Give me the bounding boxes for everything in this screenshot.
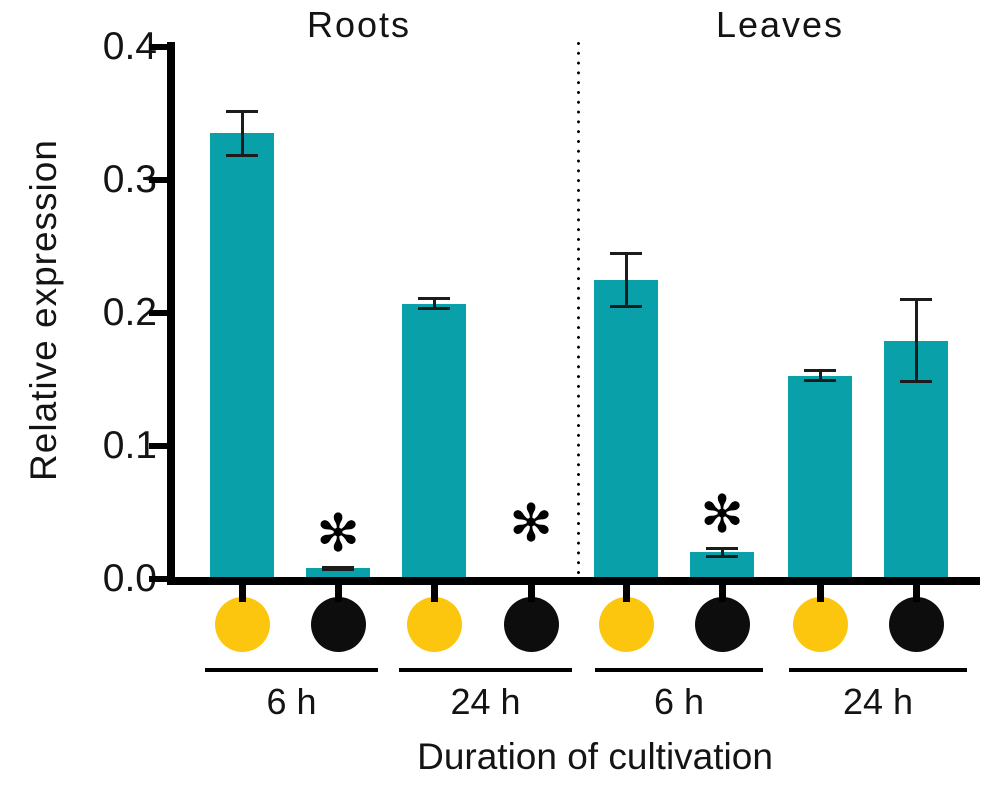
x-tick [719, 583, 726, 602]
y-tick-label: 0.1 [102, 424, 157, 467]
x-tick [817, 583, 824, 602]
yellow-circle-marker [792, 597, 848, 652]
error-bar-top-cap [226, 109, 258, 113]
group-underline [595, 668, 763, 672]
black-circle-marker [310, 597, 366, 652]
y-tick-label: 0.4 [102, 25, 157, 68]
error-bar-bottom-cap [226, 154, 258, 158]
yellow-circle-marker [598, 597, 654, 652]
error-bar-bottom-cap [322, 568, 354, 572]
x-axis-line [167, 577, 980, 585]
error-bar-line [720, 547, 724, 558]
panel-divider-dotted-line [577, 42, 580, 576]
group-time-label: 6 h [653, 681, 705, 722]
error-bar-top-cap [706, 547, 738, 551]
yellow-circle-marker [406, 597, 462, 652]
y-tick-label: 0.2 [102, 291, 157, 334]
black-circle-marker [888, 597, 944, 652]
panel-title-roots: Roots [306, 4, 412, 45]
x-tick [431, 583, 438, 602]
group-time-label: 24 h [842, 681, 914, 722]
error-bar-top-cap [900, 298, 932, 302]
error-bar-bottom-cap [804, 379, 836, 383]
x-tick [335, 583, 342, 602]
significance-asterisk: ✻ [316, 503, 360, 564]
error-bar-top-cap [804, 368, 836, 372]
group-underline [205, 668, 378, 672]
expression-bar [594, 279, 658, 579]
error-bar-top-cap [322, 565, 354, 569]
group-time-label: 24 h [450, 681, 521, 722]
y-tick [149, 576, 168, 582]
expression-bar [306, 568, 370, 579]
expression-bar [788, 375, 852, 579]
black-circle-marker [694, 597, 750, 652]
error-bar-top-cap [418, 297, 450, 301]
panel-title-leaves: Leaves [715, 4, 845, 45]
error-bar-bottom-cap [706, 554, 738, 558]
significance-asterisk: ✻ [700, 485, 744, 546]
y-axis-line [167, 42, 175, 585]
y-tick [149, 177, 168, 183]
x-tick [623, 583, 630, 602]
y-tick [149, 310, 168, 316]
error-bar-top-cap [610, 251, 642, 255]
error-bar-line [624, 251, 628, 308]
error-bar-line [914, 298, 918, 384]
y-tick-label: 0.0 [102, 557, 157, 600]
x-tick [528, 583, 535, 602]
group-time-label: 6 h [266, 681, 317, 722]
expression-bar [402, 303, 466, 579]
expression-bar [210, 133, 274, 579]
error-bar-line [432, 297, 436, 311]
error-bar-bottom-cap [418, 307, 450, 311]
x-axis-title: Duration of cultivation [417, 736, 773, 777]
group-underline [789, 668, 967, 672]
yellow-circle-marker [214, 597, 270, 652]
x-tick [913, 583, 920, 602]
x-tick [239, 583, 246, 602]
error-bar-line [240, 109, 244, 158]
y-tick [149, 44, 168, 50]
group-underline [399, 668, 572, 672]
error-bar-bottom-cap [610, 304, 642, 308]
black-circle-marker [503, 597, 559, 652]
error-bar-line [818, 368, 822, 383]
y-tick-label: 0.3 [102, 158, 157, 201]
significance-asterisk: ✻ [509, 494, 553, 554]
y-tick [149, 443, 168, 449]
error-bar-bottom-cap [900, 380, 932, 384]
